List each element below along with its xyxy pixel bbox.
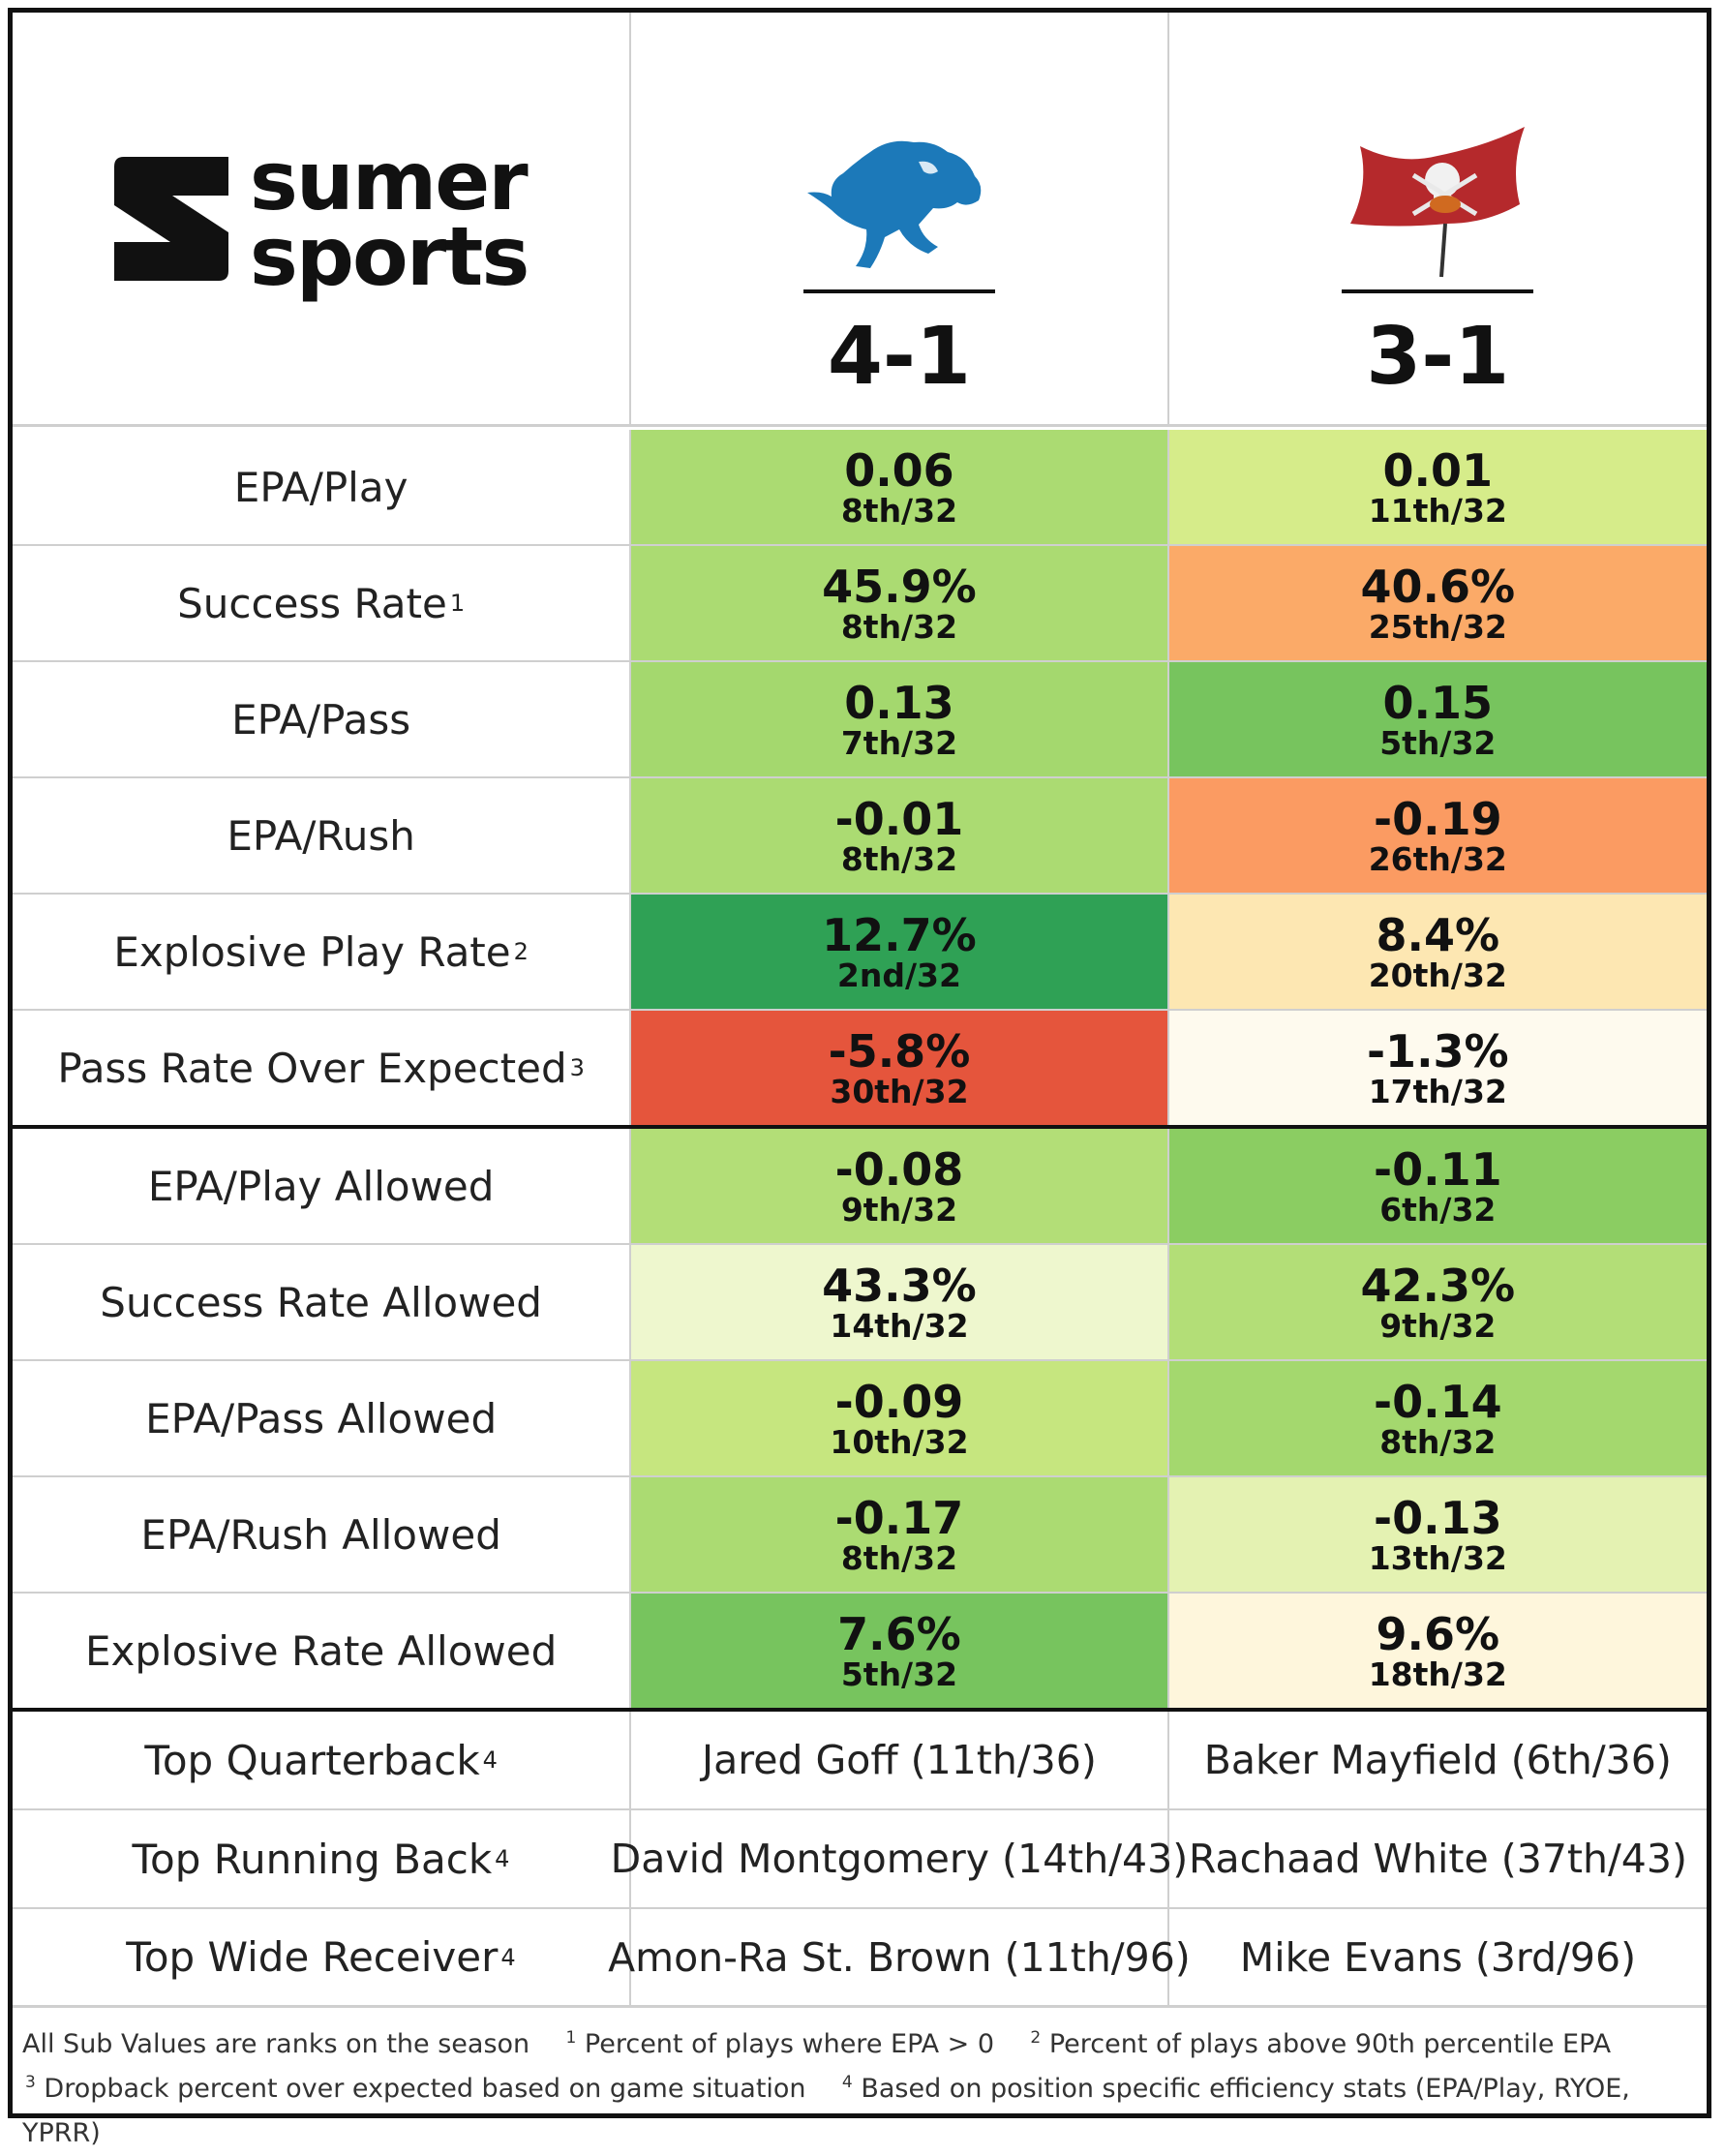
sumer-sports-icon — [113, 156, 228, 281]
footnote-mark: 1 — [565, 2028, 577, 2048]
team1-stat: 43.3% 14th/32 — [631, 1245, 1169, 1359]
team1-record: 4-1 — [827, 311, 972, 403]
team1-rule — [802, 289, 995, 293]
team1-header: 4-1 — [631, 13, 1169, 424]
pirate-flag-icon — [1350, 127, 1526, 278]
metric-label: EPA/Play — [13, 430, 632, 544]
brand-line1: sumer — [249, 133, 529, 228]
header-row: sumer sports 4-1 3- — [13, 13, 1707, 427]
footnote-mark: 3 — [25, 2073, 36, 2092]
team2-rule — [1342, 289, 1534, 293]
player-label: Top Running Back 4 — [13, 1810, 631, 1907]
table-row: EPA/Rush -0.01 8th/32 -0.19 26th/32 — [13, 778, 1707, 895]
team2-header: 3-1 — [1169, 13, 1707, 424]
team2-player: Rachaad White (37th/43) — [1188, 1836, 1687, 1882]
footnote-2: Percent of plays above 90th percentile E… — [1048, 2029, 1612, 2059]
section-divider — [13, 1708, 1707, 1712]
footnote-1: Percent of plays where EPA > 0 — [584, 2029, 995, 2059]
team1-player: Jared Goff (11th/36) — [631, 1712, 1169, 1808]
lion-icon — [806, 140, 982, 268]
table-row: EPA/Play Allowed -0.08 9th/32 -0.11 6th/32 — [13, 1129, 1707, 1245]
table-row: Success Rate Allowed 43.3% 14th/32 42.3% 9… — [13, 1245, 1707, 1361]
metric-label: EPA/Rush Allowed — [13, 1477, 632, 1592]
table-row: Explosive Rate Allowed 7.6% 5th/32 9.6% 18… — [13, 1594, 1707, 1708]
team2-stat: -0.13 13th/32 — [1168, 1477, 1707, 1592]
metric-label: Success Rate 1 — [13, 546, 632, 660]
table-row: Pass Rate Over Expected 3 -5.8% 30th/32 -1… — [13, 1011, 1707, 1125]
team2-stat: 9.6% 18th/32 — [1168, 1594, 1707, 1708]
team2-player: Baker Mayfield (6th/36) — [1203, 1737, 1672, 1783]
metric-label: EPA/Pass — [13, 662, 632, 776]
team1-stat: 0.06 8th/32 — [631, 430, 1169, 544]
metric-label: Pass Rate Over Expected 3 — [13, 1011, 632, 1125]
team1-stat: -0.09 10th/32 — [631, 1361, 1169, 1475]
team2-stat: 0.15 5th/32 — [1168, 662, 1707, 776]
team2-stat: -0.14 8th/32 — [1168, 1361, 1707, 1475]
player-label: Top Quarterback 4 — [13, 1712, 632, 1808]
team1-stat: 7.6% 5th/32 — [631, 1594, 1169, 1708]
table-row: EPA/Pass 0.13 7th/32 0.15 5th/32 — [13, 662, 1707, 778]
table-row: EPA/Play 0.06 8th/32 0.01 11th/32 — [13, 430, 1707, 546]
team2-stat: 8.4% 20th/32 — [1168, 895, 1707, 1009]
metric-label: Success Rate Allowed — [13, 1245, 632, 1359]
brand-line2: sports — [249, 208, 530, 304]
table-row: EPA/Rush Allowed -0.17 8th/32 -0.13 13th/3… — [13, 1477, 1707, 1594]
team1-stat: -5.8% 30th/32 — [631, 1011, 1169, 1125]
table-row: Explosive Play Rate 2 12.7% 2nd/32 8.4% 20t… — [13, 895, 1707, 1011]
footnote-mark: 2 — [1030, 2028, 1042, 2048]
footnote-intro: All Sub Values are ranks on the season — [22, 2029, 530, 2059]
metric-label: Explosive Play Rate 2 — [13, 895, 632, 1009]
player-label: Top Wide Receiver 4 — [13, 1909, 631, 2005]
team2-stat: 0.01 11th/32 — [1168, 430, 1707, 544]
team1-stat: -0.17 8th/32 — [631, 1477, 1169, 1592]
team2-stat: -0.11 6th/32 — [1168, 1129, 1707, 1243]
metric-label: EPA/Pass Allowed — [13, 1361, 632, 1475]
footnotes: All Sub Values are ranks on the season 1… — [22, 2022, 1702, 2156]
team2-stat: -0.19 26th/32 — [1168, 778, 1707, 893]
team2-stat: 42.3% 9th/32 — [1168, 1245, 1707, 1359]
table-row: Top Quarterback 4 Jared Goff (11th/36) Ba… — [13, 1712, 1707, 1810]
section-divider — [13, 1125, 1707, 1129]
team1-player: Amon-Ra St. Brown (11th/96) — [608, 1909, 1191, 2005]
table-row: EPA/Pass Allowed -0.09 10th/32 -0.14 8th/3… — [13, 1361, 1707, 1477]
metric-label: EPA/Play Allowed — [13, 1129, 632, 1243]
team1-stat: 12.7% 2nd/32 — [631, 895, 1169, 1009]
table-row: Top Wide Receiver 4 Amon-Ra St. Brown (11… — [13, 1909, 1707, 2008]
table-row: Success Rate 1 45.9% 8th/32 40.6% 25th/32 — [13, 546, 1707, 662]
team1-stat: -0.01 8th/32 — [631, 778, 1169, 893]
table-row: Top Running Back 4 David Montgomery (14th… — [13, 1810, 1707, 1909]
footnote-3: Dropback percent over expected based on … — [44, 2074, 806, 2104]
team2-stat: -1.3% 17th/32 — [1168, 1011, 1707, 1125]
comparison-table: sumer sports 4-1 3- — [8, 8, 1711, 2148]
metric-label: Explosive Rate Allowed — [13, 1594, 632, 1708]
team1-stat: 0.13 7th/32 — [631, 662, 1169, 776]
team2-record: 3-1 — [1366, 311, 1510, 403]
team1-player: David Montgomery (14th/43) — [611, 1810, 1188, 1907]
team1-stat: -0.08 9th/32 — [631, 1129, 1169, 1243]
metric-label: EPA/Rush — [13, 778, 632, 893]
footnote-mark: 4 — [841, 2073, 853, 2092]
team2-stat: 40.6% 25th/32 — [1168, 546, 1707, 660]
team2-player: Mike Evans (3rd/96) — [1239, 1933, 1637, 1981]
team1-stat: 45.9% 8th/32 — [631, 546, 1169, 660]
brand-logo: sumer sports — [13, 13, 632, 424]
